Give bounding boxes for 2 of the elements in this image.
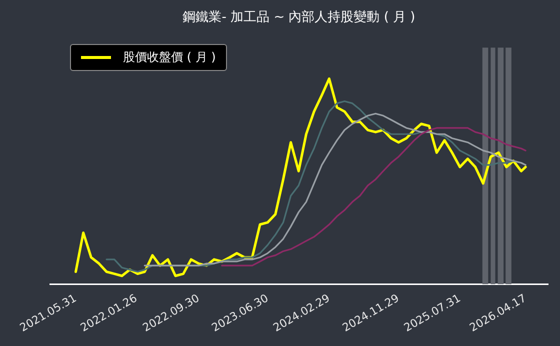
chart-title: 鋼鐵業- 加工品 ~ 內部人持股變動 ( 月 ): [182, 10, 416, 26]
legend-label: 股價收盤價 ( 月 ): [123, 49, 216, 66]
